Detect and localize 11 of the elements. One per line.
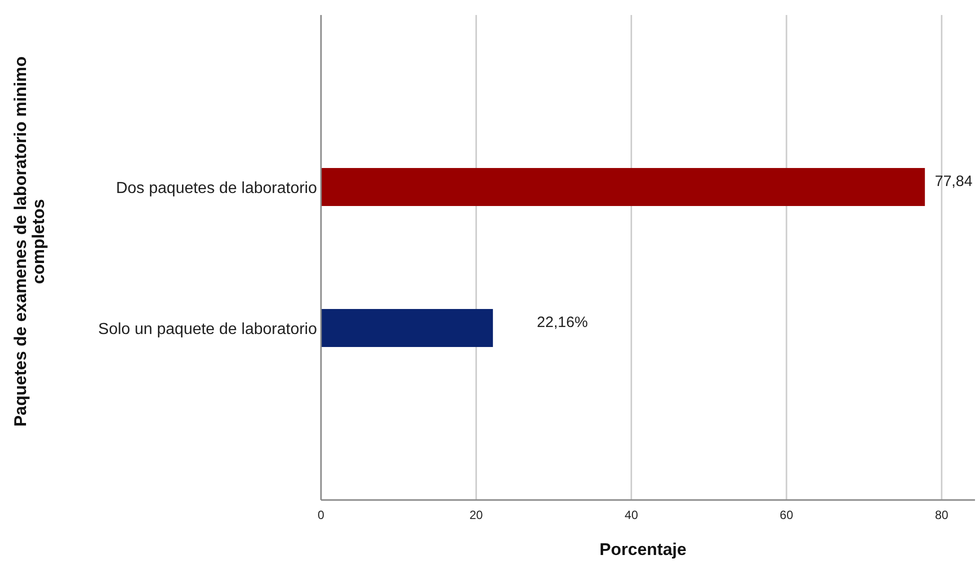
- x-tick-label: 0: [318, 508, 325, 522]
- data-label: 22,16%: [536, 314, 588, 331]
- x-axis-title: Porcentaje: [600, 540, 686, 559]
- x-tick-label: 20: [469, 508, 484, 522]
- y-axis-title: Paquetes de examenes de laboratorio minimo completos: [11, 56, 48, 427]
- y-tick-label: Dos paquetes de laboratorio: [116, 180, 318, 198]
- x-tick-label: 40: [624, 508, 638, 522]
- data-label: 77,84: [934, 173, 972, 190]
- x-tick-label: 60: [780, 508, 794, 522]
- y-tick-label: Solo un paquete de laboratorio: [98, 320, 318, 338]
- x-tick-label: 80: [934, 508, 949, 522]
